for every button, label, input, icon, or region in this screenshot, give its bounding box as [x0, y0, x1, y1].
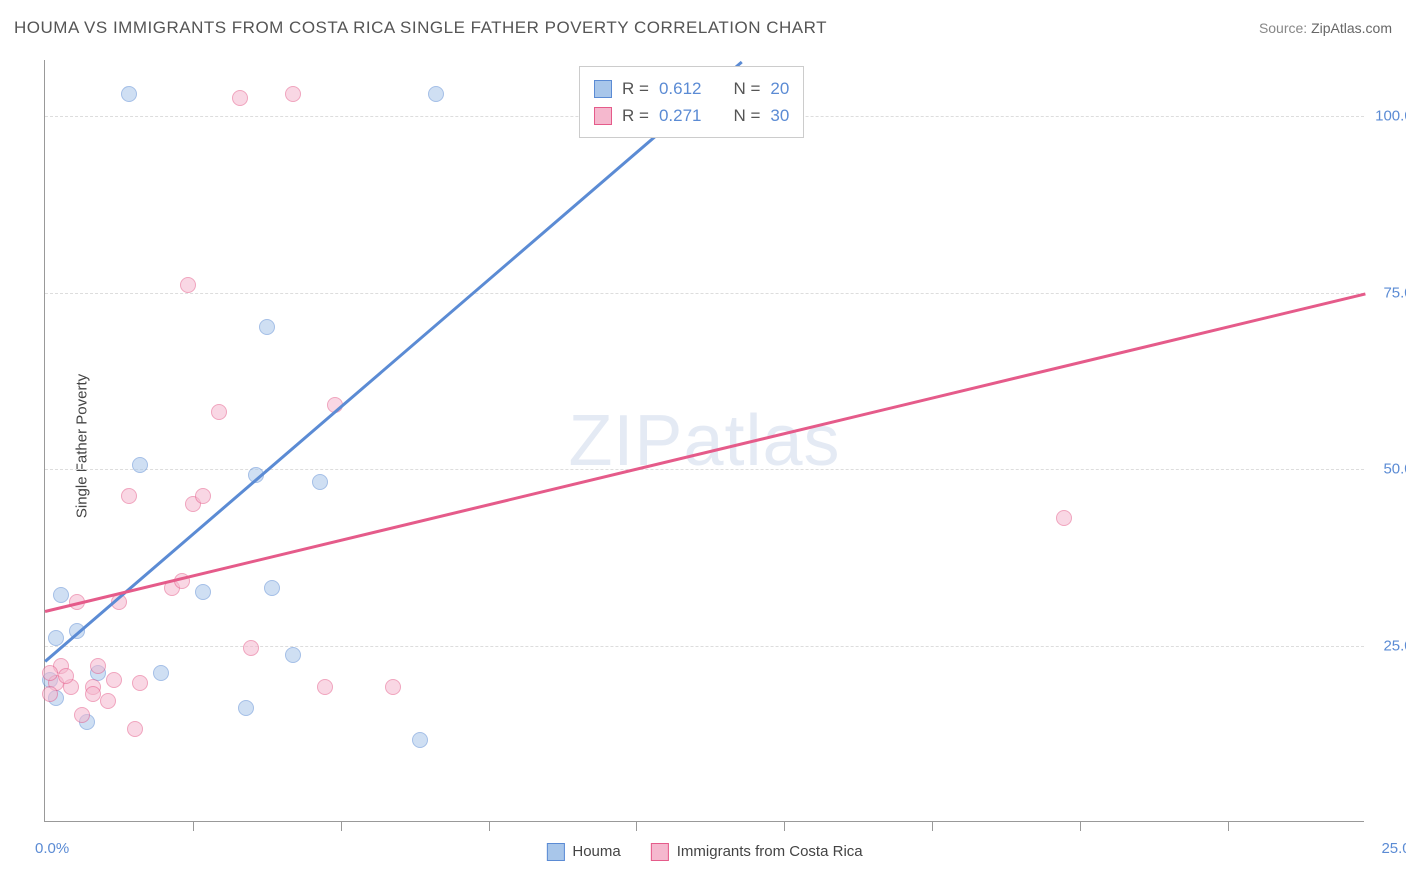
data-point — [74, 707, 90, 723]
data-point — [85, 686, 101, 702]
x-tick — [1080, 821, 1081, 831]
data-point — [132, 675, 148, 691]
y-tick-label: 100.0% — [1375, 108, 1406, 125]
trend-line-1 — [45, 293, 1366, 613]
data-point — [58, 668, 74, 684]
data-point — [412, 732, 428, 748]
y-tick-label: 75.0% — [1383, 284, 1406, 301]
x-tick — [489, 821, 490, 831]
x-tick — [636, 821, 637, 831]
data-point — [238, 700, 254, 716]
data-point — [195, 488, 211, 504]
data-point — [195, 584, 211, 600]
data-point — [1056, 510, 1072, 526]
series-name-1: Immigrants from Costa Rica — [677, 843, 863, 860]
data-point — [428, 86, 444, 102]
y-tick-label: 50.0% — [1383, 461, 1406, 478]
y-tick-label: 25.0% — [1383, 637, 1406, 654]
trend-line-0 — [44, 60, 743, 662]
data-point — [232, 90, 248, 106]
legend-item-0: Houma — [546, 843, 620, 861]
x-tick — [341, 821, 342, 831]
data-point — [285, 647, 301, 663]
x-tick — [932, 821, 933, 831]
n-value-1: 30 — [770, 102, 789, 129]
data-point — [312, 474, 328, 490]
legend-swatch-icon — [651, 843, 669, 861]
data-point — [42, 665, 58, 681]
x-tick — [784, 821, 785, 831]
data-point — [264, 580, 280, 596]
legend-row-series-0: R = 0.612 N = 20 — [594, 75, 789, 102]
data-point — [180, 277, 196, 293]
r-label: R = — [622, 75, 649, 102]
chart-header: HOUMA VS IMMIGRANTS FROM COSTA RICA SING… — [14, 18, 1392, 38]
legend-row-series-1: R = 0.271 N = 30 — [594, 102, 789, 129]
data-point — [259, 319, 275, 335]
x-axis-min-label: 0.0% — [35, 840, 69, 857]
source-value: ZipAtlas.com — [1311, 20, 1392, 36]
data-point — [243, 640, 259, 656]
data-point — [100, 693, 116, 709]
data-point — [127, 721, 143, 737]
data-point — [53, 587, 69, 603]
gridline — [45, 293, 1364, 294]
x-axis-max-label: 25.0% — [1381, 840, 1406, 857]
data-point — [48, 630, 64, 646]
data-point — [132, 457, 148, 473]
n-label: N = — [733, 102, 760, 129]
r-value-1: 0.271 — [659, 102, 702, 129]
source-label: Source: — [1259, 20, 1311, 36]
x-tick — [193, 821, 194, 831]
scatter-chart: ZIPatlas R = 0.612 N = 20 R = 0.271 N = … — [44, 60, 1364, 822]
n-label: N = — [733, 75, 760, 102]
n-value-0: 20 — [770, 75, 789, 102]
data-point — [153, 665, 169, 681]
data-point — [317, 679, 333, 695]
data-point — [90, 658, 106, 674]
legend-swatch-1 — [594, 107, 612, 125]
series-name-0: Houma — [572, 843, 620, 860]
data-point — [121, 86, 137, 102]
r-label: R = — [622, 102, 649, 129]
data-point — [121, 488, 137, 504]
chart-title: HOUMA VS IMMIGRANTS FROM COSTA RICA SING… — [14, 18, 827, 38]
r-value-0: 0.612 — [659, 75, 702, 102]
data-point — [385, 679, 401, 695]
legend-item-1: Immigrants from Costa Rica — [651, 843, 863, 861]
data-point — [106, 672, 122, 688]
x-tick — [1228, 821, 1229, 831]
data-point — [42, 686, 58, 702]
source-attribution: Source: ZipAtlas.com — [1259, 20, 1392, 36]
legend-swatch-icon — [546, 843, 564, 861]
gridline — [45, 469, 1364, 470]
data-point — [285, 86, 301, 102]
correlation-legend: R = 0.612 N = 20 R = 0.271 N = 30 — [579, 66, 804, 138]
series-legend: Houma Immigrants from Costa Rica — [546, 843, 862, 861]
data-point — [211, 404, 227, 420]
legend-swatch-0 — [594, 80, 612, 98]
